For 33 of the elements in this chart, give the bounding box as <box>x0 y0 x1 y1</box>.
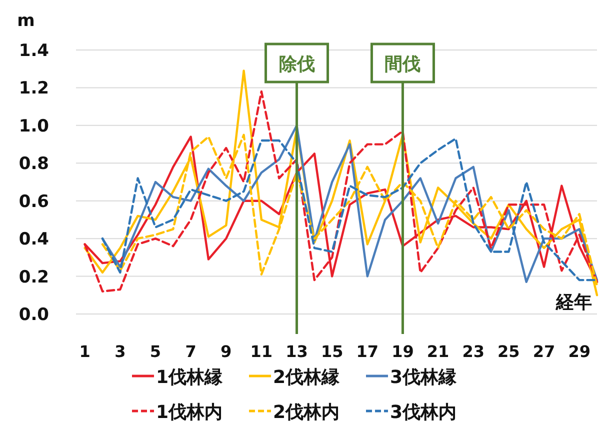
x-tick-label: 29 <box>568 342 590 361</box>
x-tick-label: 13 <box>286 342 308 361</box>
legend-label: 3伐林縁 <box>390 367 458 388</box>
y-axis-title: m <box>17 11 35 31</box>
x-tick-label: 3 <box>114 342 126 361</box>
y-tick-label: 1.0 <box>18 116 50 136</box>
x-tick-label: 21 <box>426 342 450 361</box>
y-tick-label: 0.2 <box>18 267 49 288</box>
ref-line-label: 除伐 <box>278 54 315 75</box>
x-tick-label: 23 <box>462 342 485 361</box>
y-tick-label: 0.6 <box>18 192 49 212</box>
x-tick-label: 17 <box>356 342 379 361</box>
legend-label: 1伐林縁 <box>156 367 224 388</box>
x-tick-label: 19 <box>392 342 414 361</box>
legend-label: 2伐林縁 <box>273 367 341 388</box>
legend-label: 1伐林内 <box>156 402 223 423</box>
y-tick-label: 0.4 <box>18 230 50 250</box>
x-axis-title: 経年 <box>555 292 592 313</box>
y-tick-label: 1.4 <box>18 41 50 61</box>
x-tick-label: 27 <box>532 342 556 361</box>
y-tick-label: 0.0 <box>18 305 50 325</box>
ref-line-label: 間伐 <box>384 54 421 75</box>
x-tick-label: 7 <box>185 342 196 361</box>
y-tick-label: 1.2 <box>18 78 49 99</box>
x-tick-label: 11 <box>250 342 273 361</box>
legend-label: 3伐林内 <box>390 402 457 423</box>
x-tick-label: 5 <box>150 342 162 361</box>
x-tick-label: 25 <box>498 342 520 361</box>
y-tick-label: 0.8 <box>18 154 49 174</box>
x-tick-label: 9 <box>220 342 232 361</box>
x-tick-label: 15 <box>320 342 344 361</box>
legend-label: 2伐林内 <box>273 402 340 423</box>
x-tick-label: 1 <box>79 342 90 361</box>
